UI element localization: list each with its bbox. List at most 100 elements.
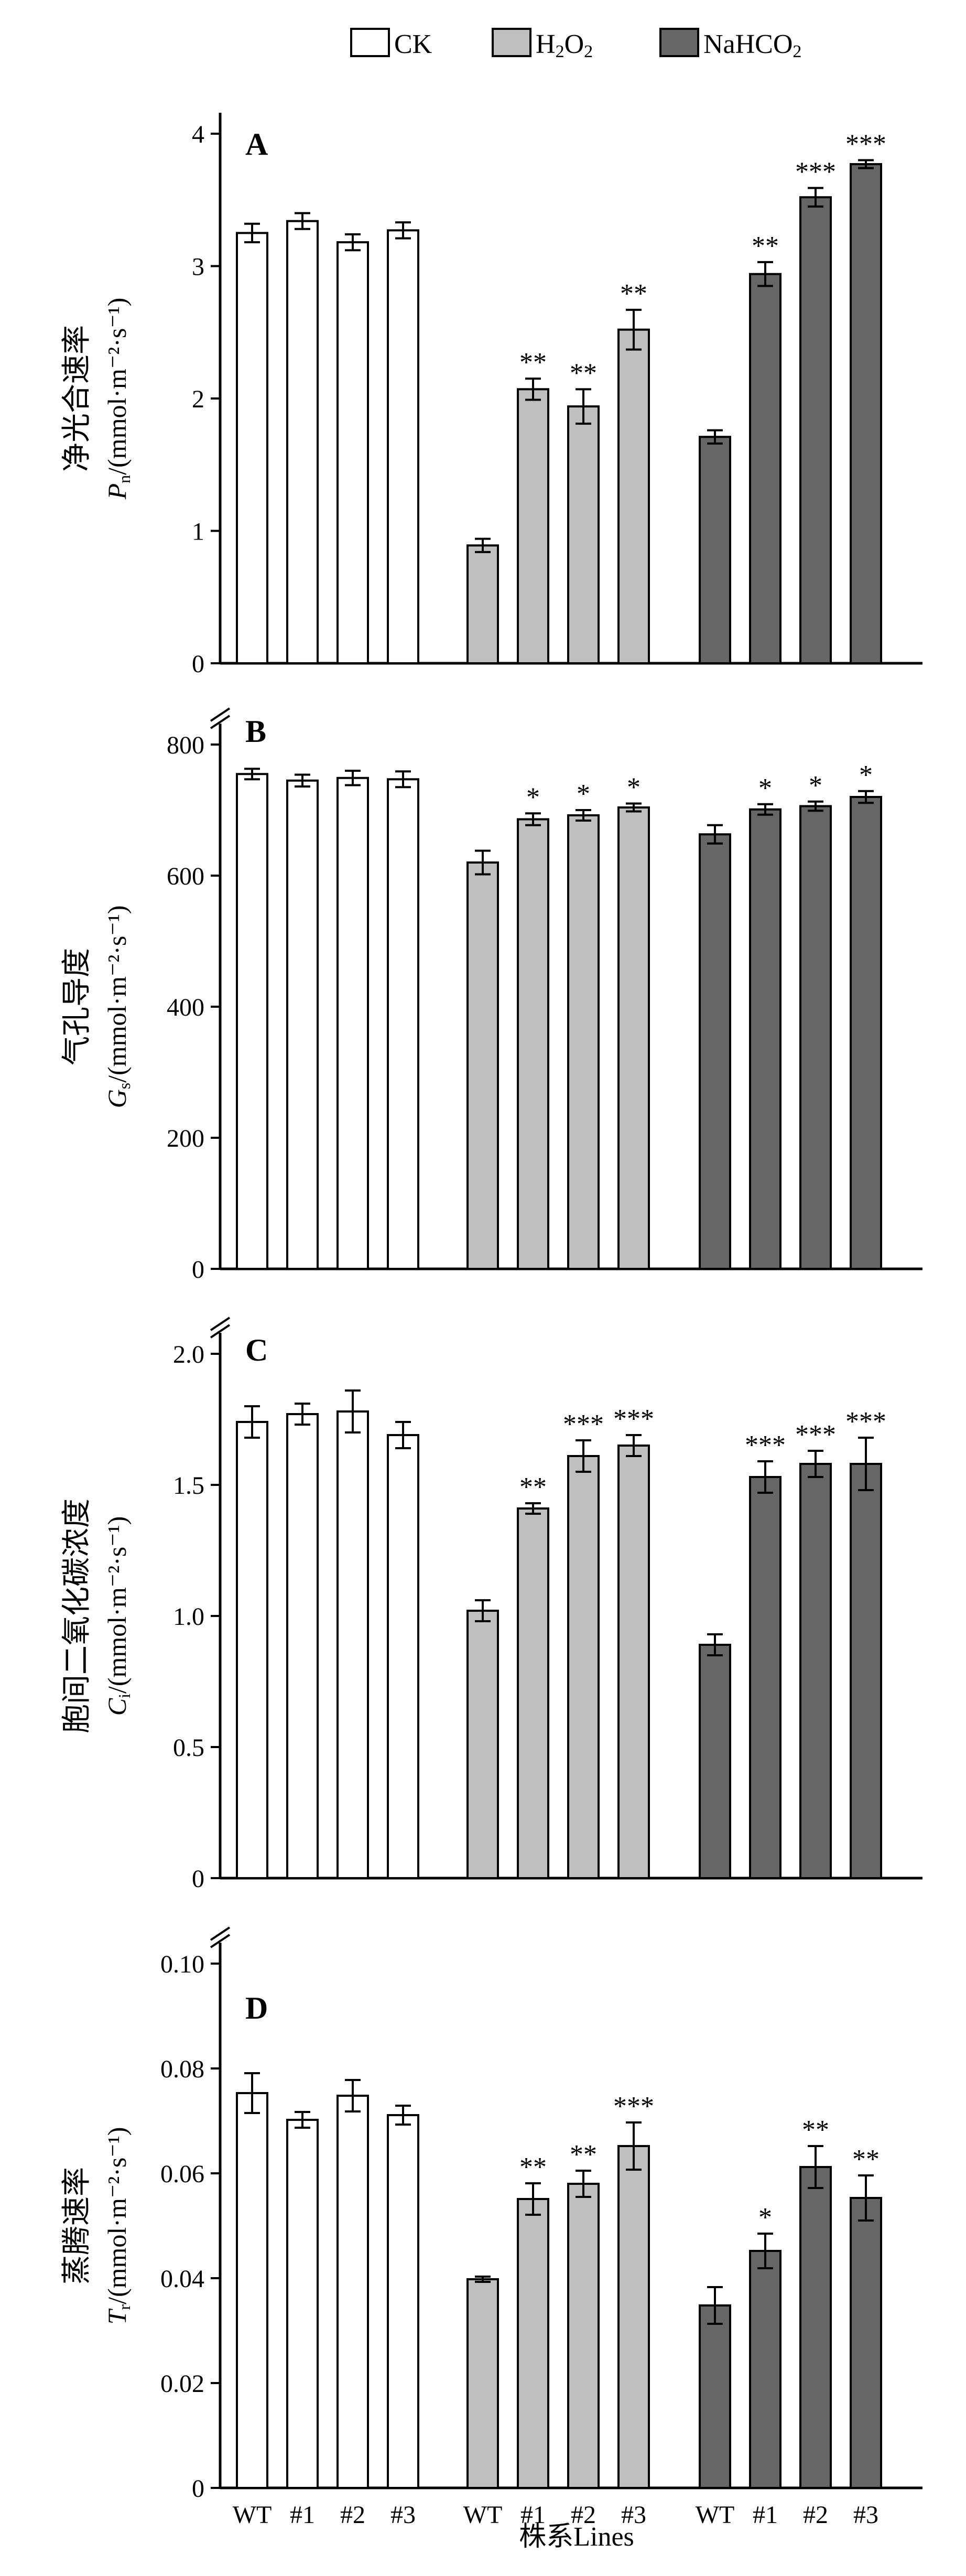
bar xyxy=(850,1463,882,1879)
legend-item-h2o2: H2O2 xyxy=(492,28,593,61)
x-tick-label: #3 xyxy=(853,2501,878,2529)
y-tick-label: 600 xyxy=(167,863,204,890)
y-axis-title-cn: 气孔导度 xyxy=(61,948,93,1065)
panel-letter: D xyxy=(245,1991,268,2025)
bar xyxy=(286,779,319,1270)
error-bar xyxy=(576,2170,591,2198)
error-bar xyxy=(244,2072,260,2114)
significance-label: ** xyxy=(519,1472,547,1502)
x-tick-label: #3 xyxy=(390,2501,416,2529)
bar xyxy=(699,833,731,1270)
bar xyxy=(466,544,499,665)
y-tick-label: 0.04 xyxy=(160,2265,204,2293)
y-axis-title-unit: Pn/(mmol·m⁻²·s⁻¹) xyxy=(102,298,134,500)
error-bar xyxy=(576,1439,591,1473)
bar xyxy=(749,1476,782,1879)
x-tick-label: WT xyxy=(233,2501,272,2529)
y-axis-title-unit: Gs/(mmol·m⁻²·s⁻¹) xyxy=(102,906,134,1108)
error-bar xyxy=(475,849,491,876)
significance-label: ** xyxy=(519,2152,547,2182)
significance-label: ** xyxy=(570,358,597,388)
bar xyxy=(567,1455,600,1879)
panel-c: 0 0.5 1.0 1.5 2.0 C 胞间二氧化碳浓度 Ci/(mmol·m⁻²·s⁻¹) *… xyxy=(61,1317,922,1893)
bar xyxy=(387,1434,419,1879)
x-tick-label: WT xyxy=(696,2501,735,2529)
bar xyxy=(236,232,268,664)
panel-b: 0 200 400 600 800 B 气孔导度 Gs/(mmol·m⁻²·s⁻¹) * * * * *… xyxy=(61,707,922,1284)
axis-break-mark xyxy=(210,707,231,729)
significance-label: *** xyxy=(795,1420,836,1450)
x-axis-category-labels: WT #1 #2 #3 WT #1 #2 #3 WT #1 #2 #3 xyxy=(233,2501,878,2529)
significance-label: ** xyxy=(852,2144,880,2174)
x-tick-label: #2 xyxy=(571,2501,596,2529)
bar xyxy=(799,2166,832,2489)
error-bar xyxy=(757,1460,773,1494)
error-bar xyxy=(295,212,310,230)
y-tick-label: 0.02 xyxy=(160,2370,204,2398)
legend-label-h2o2: H2O2 xyxy=(536,29,593,61)
bar xyxy=(517,1507,549,1879)
error-bar xyxy=(808,800,823,812)
y-tick-label: 200 xyxy=(167,1125,204,1152)
bar xyxy=(617,1445,650,1879)
bar xyxy=(799,196,832,664)
y-tick-label: 4 xyxy=(192,121,204,148)
error-bar xyxy=(475,2276,491,2283)
legend-label-ck: CK xyxy=(394,29,432,59)
error-bar xyxy=(576,809,591,822)
bar xyxy=(567,405,600,665)
significance-label: *** xyxy=(745,1430,786,1460)
bar xyxy=(749,2250,782,2489)
panel-letter: C xyxy=(245,1333,268,1367)
y-tick-label: 2 xyxy=(192,385,204,413)
significance-label: ** xyxy=(802,2115,829,2145)
bar xyxy=(286,220,319,664)
x-tick-label: WT xyxy=(463,2501,503,2529)
y-axis-title-cn: 胞间二氧化碳浓度 xyxy=(61,1499,93,1733)
legend-swatch-nahco2 xyxy=(659,28,699,57)
bar xyxy=(466,2278,499,2489)
y-tick-label: 0 xyxy=(192,1256,204,1284)
y-tick-label: 0.5 xyxy=(173,1734,204,1762)
error-bar xyxy=(345,770,361,786)
bar xyxy=(286,1413,319,1879)
y-tick-label: 1.0 xyxy=(173,1603,204,1631)
error-bar xyxy=(626,308,642,351)
significance-label: ** xyxy=(570,2140,597,2170)
error-bar xyxy=(808,187,823,208)
significance-label: *** xyxy=(795,157,836,187)
bar xyxy=(850,796,882,1270)
y-tick-label: 0 xyxy=(192,1865,204,1893)
error-bar xyxy=(707,429,723,445)
x-tick-label: #1 xyxy=(753,2501,778,2529)
bar xyxy=(799,1463,832,1879)
error-bar xyxy=(757,261,773,287)
significance-label: *** xyxy=(845,1407,886,1437)
bar xyxy=(749,273,782,664)
error-bar xyxy=(295,2111,310,2129)
bar xyxy=(517,388,549,664)
significance-label: * xyxy=(859,760,873,790)
y-tick-label: 3 xyxy=(192,253,204,281)
error-bar xyxy=(525,812,541,826)
x-tick-label: #2 xyxy=(340,2501,365,2529)
bar xyxy=(617,328,650,664)
bar xyxy=(286,2119,319,2489)
significance-label: ** xyxy=(620,279,647,309)
legend-swatch-ck xyxy=(350,28,390,57)
bar xyxy=(749,808,782,1270)
bar xyxy=(799,805,832,1270)
bar xyxy=(466,861,499,1270)
bar xyxy=(567,814,600,1270)
bar xyxy=(337,777,369,1270)
y-axis-title-cn: 蒸腾速率 xyxy=(61,2167,93,2284)
bar xyxy=(236,2092,268,2489)
error-bar xyxy=(626,802,642,813)
bar xyxy=(466,1610,499,1879)
y-axis-title-cn: 净光合速率 xyxy=(61,325,93,472)
error-bar xyxy=(395,221,411,240)
bar xyxy=(850,163,882,664)
significance-label: ** xyxy=(519,348,547,378)
y-tick-label: 800 xyxy=(167,731,204,759)
bar xyxy=(699,2304,731,2489)
